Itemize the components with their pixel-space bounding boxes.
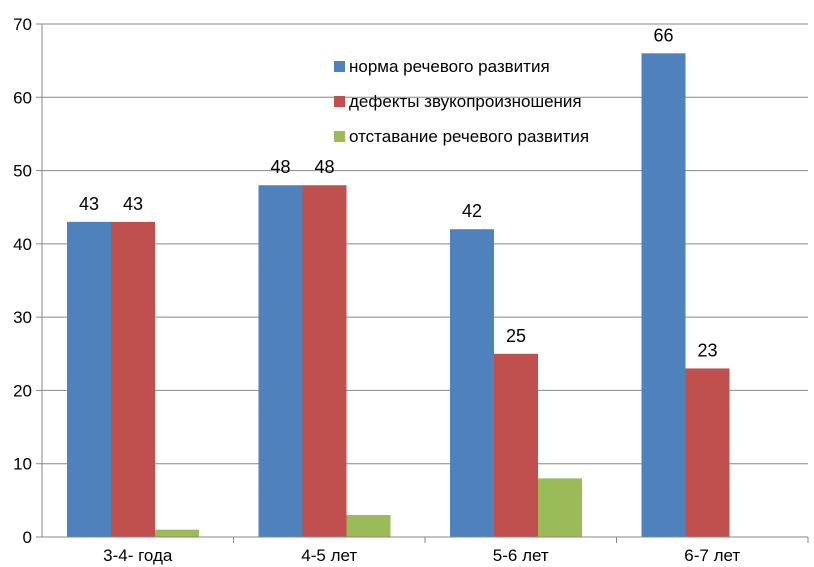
bar xyxy=(155,529,199,537)
bar xyxy=(685,368,730,537)
legend-swatch xyxy=(334,96,345,107)
y-tick-label: 60 xyxy=(13,88,32,107)
x-axis-ticks: 3-4- года 4-5 лет 5-6 лет 6-7 лет xyxy=(103,546,740,565)
data-labels-group: 43 43 48 48 42 25 66 23 xyxy=(79,25,718,360)
data-label: 48 xyxy=(314,157,334,177)
data-label: 42 xyxy=(462,201,482,221)
data-label: 43 xyxy=(79,194,99,214)
y-tick-label: 10 xyxy=(13,455,32,474)
y-tick-label: 30 xyxy=(13,308,32,327)
bar xyxy=(346,515,391,537)
y-tick-label: 70 xyxy=(13,15,32,34)
y-axis-ticks: 0 10 20 30 40 50 60 70 xyxy=(13,15,32,547)
y-tick-label: 50 xyxy=(13,162,32,181)
y-tick-label: 40 xyxy=(13,235,32,254)
data-label: 66 xyxy=(653,25,673,45)
bar xyxy=(111,221,155,537)
data-label: 43 xyxy=(123,194,143,214)
x-tick-label: 4-5 лет xyxy=(301,546,357,565)
bar xyxy=(641,53,686,538)
legend-label: норма речевого развития xyxy=(349,57,550,76)
x-tick-label: 3-4- года xyxy=(103,546,173,565)
bar xyxy=(67,221,111,537)
bar xyxy=(302,185,347,537)
legend-swatch xyxy=(334,131,345,142)
legend-label: отставание речевого развития xyxy=(349,127,589,146)
legend-swatch xyxy=(334,61,345,72)
data-label: 25 xyxy=(506,326,526,346)
data-label: 23 xyxy=(697,340,717,360)
x-tick-label: 5-6 лет xyxy=(493,546,549,565)
bar xyxy=(494,353,538,537)
legend: норма речевого развития дефекты звукопрои… xyxy=(334,57,589,146)
y-tick-label: 20 xyxy=(13,381,32,400)
bar xyxy=(450,229,494,537)
bars-group xyxy=(67,53,730,538)
x-tick-label: 6-7 лет xyxy=(684,546,740,565)
legend-label: дефекты звукопроизношения xyxy=(349,92,582,111)
bar xyxy=(538,478,582,537)
bar xyxy=(258,185,303,537)
axes-group xyxy=(36,23,809,543)
gridlines xyxy=(42,23,808,465)
y-tick-label: 0 xyxy=(23,528,32,547)
data-label: 48 xyxy=(270,157,290,177)
